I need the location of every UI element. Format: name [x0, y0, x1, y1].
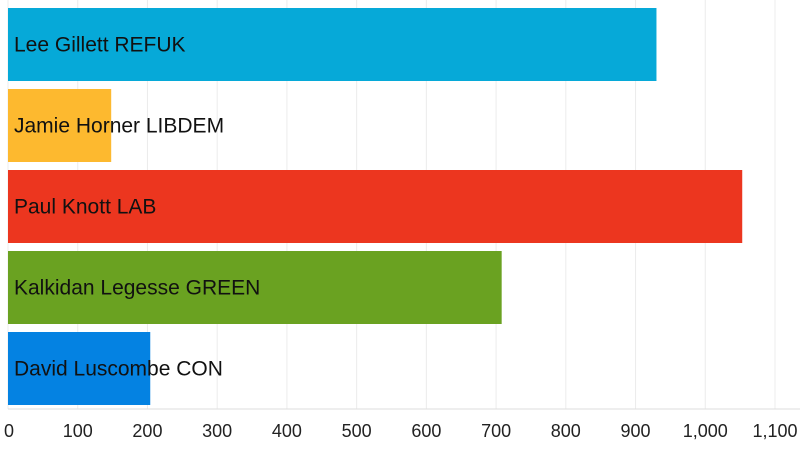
x-tick-label: 100	[63, 421, 93, 441]
x-tick-label: 1,100	[752, 421, 797, 441]
x-tick-label: 0	[4, 421, 14, 441]
bar	[8, 332, 151, 405]
x-tick-label: 1,000	[683, 421, 728, 441]
bar-label: Paul Knott LAB	[14, 196, 156, 219]
x-tick-label: 300	[202, 421, 232, 441]
bar	[8, 170, 743, 243]
bar-label: David Luscombe CON	[14, 358, 223, 381]
bar-label: Lee Gillett REFUK	[14, 34, 186, 57]
x-axis-ticks: 0 100 200 300 400 500 600 700 800 900 1,000 1,100	[4, 421, 798, 441]
bar	[8, 89, 112, 162]
bar	[8, 251, 502, 324]
x-tick-label: 200	[132, 421, 162, 441]
x-tick-label: 700	[481, 421, 511, 441]
bar-labels: Lee Gillett REFUK Jamie Horner LIBDEM Paul…	[14, 34, 260, 381]
x-tick-label: 800	[551, 421, 581, 441]
bar-label: Jamie Horner LIBDEM	[14, 115, 224, 138]
bar	[8, 8, 657, 81]
bars	[8, 8, 743, 405]
x-tick-label: 600	[411, 421, 441, 441]
x-tick-label: 900	[621, 421, 651, 441]
x-tick-label: 400	[272, 421, 302, 441]
x-tick-label: 500	[342, 421, 372, 441]
bar-label: Kalkidan Legesse GREEN	[14, 277, 260, 300]
